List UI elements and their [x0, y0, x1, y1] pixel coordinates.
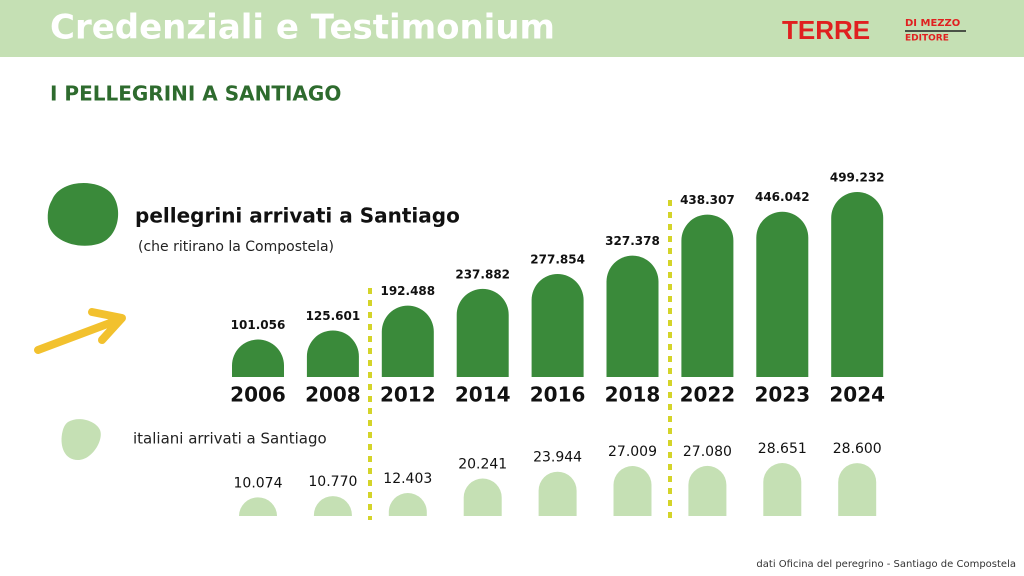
- bar: [313, 496, 352, 516]
- legend-blob: [47, 182, 119, 246]
- value-label: 23.944: [533, 450, 582, 466]
- bar: [232, 339, 284, 377]
- value-label: 27.009: [608, 444, 657, 460]
- value-label: 499.232: [830, 171, 885, 185]
- value-label: 192.488: [380, 284, 435, 298]
- bar: [239, 497, 277, 516]
- chart-title: I PELLEGRINI A SANTIAGO: [50, 82, 341, 106]
- value-label: 237.882: [455, 267, 510, 281]
- legend-label: italiani arrivati a Santiago: [133, 430, 327, 448]
- bar: [381, 305, 434, 377]
- bar: [831, 192, 884, 377]
- source: dati Oficina del peregrino - Santiago de…: [756, 559, 1016, 570]
- bar: [763, 463, 802, 516]
- bar: [463, 478, 502, 516]
- value-label: 327.378: [605, 234, 660, 248]
- value-label: 10.770: [308, 474, 357, 490]
- value-label: 20.241: [458, 457, 507, 473]
- legend-note: (che ritirano la Compostela): [138, 239, 334, 255]
- bar: [681, 214, 734, 377]
- bar: [613, 466, 652, 516]
- value-label: 10.074: [234, 475, 283, 491]
- x-tick-label: 2006: [230, 383, 286, 407]
- value-label: 28.600: [833, 441, 882, 457]
- x-tick-label: 2016: [530, 383, 586, 407]
- value-label: 27.080: [683, 444, 732, 460]
- bar: [838, 463, 877, 516]
- x-tick-label: 2018: [605, 383, 661, 407]
- logo: TERRE: [782, 15, 870, 45]
- logo-top: DI MEZZO: [905, 18, 960, 29]
- value-label: 28.651: [758, 441, 807, 457]
- arrow: [34, 308, 126, 354]
- value-label: 438.307: [680, 193, 735, 207]
- x-tick-label: 2008: [305, 383, 361, 407]
- value-label: 446.042: [755, 190, 810, 204]
- value-label: 277.854: [530, 253, 585, 267]
- slide-title: Credenziali e Testimonium: [50, 8, 555, 48]
- x-tick-label: 2022: [680, 383, 736, 407]
- bar: [688, 465, 727, 516]
- bar: [306, 330, 359, 377]
- logo-bottom: EDITORE: [905, 34, 949, 44]
- x-tick-label: 2012: [380, 383, 436, 407]
- value-label: 12.403: [383, 471, 432, 487]
- bar: [531, 274, 584, 377]
- x-tick-label: 2024: [829, 383, 885, 407]
- legend-blob: [61, 419, 101, 460]
- bar: [538, 471, 577, 516]
- bar: [756, 211, 809, 377]
- bar: [606, 255, 659, 377]
- value-label: 125.601: [306, 309, 361, 323]
- header-band: [0, 0, 1024, 57]
- value-label: 101.056: [231, 318, 286, 332]
- legend-label: pellegrini arrivati a Santiago: [135, 204, 460, 228]
- x-tick-label: 2023: [754, 383, 810, 407]
- bar: [456, 288, 509, 377]
- x-tick-label: 2014: [455, 383, 511, 407]
- bar: [388, 493, 427, 516]
